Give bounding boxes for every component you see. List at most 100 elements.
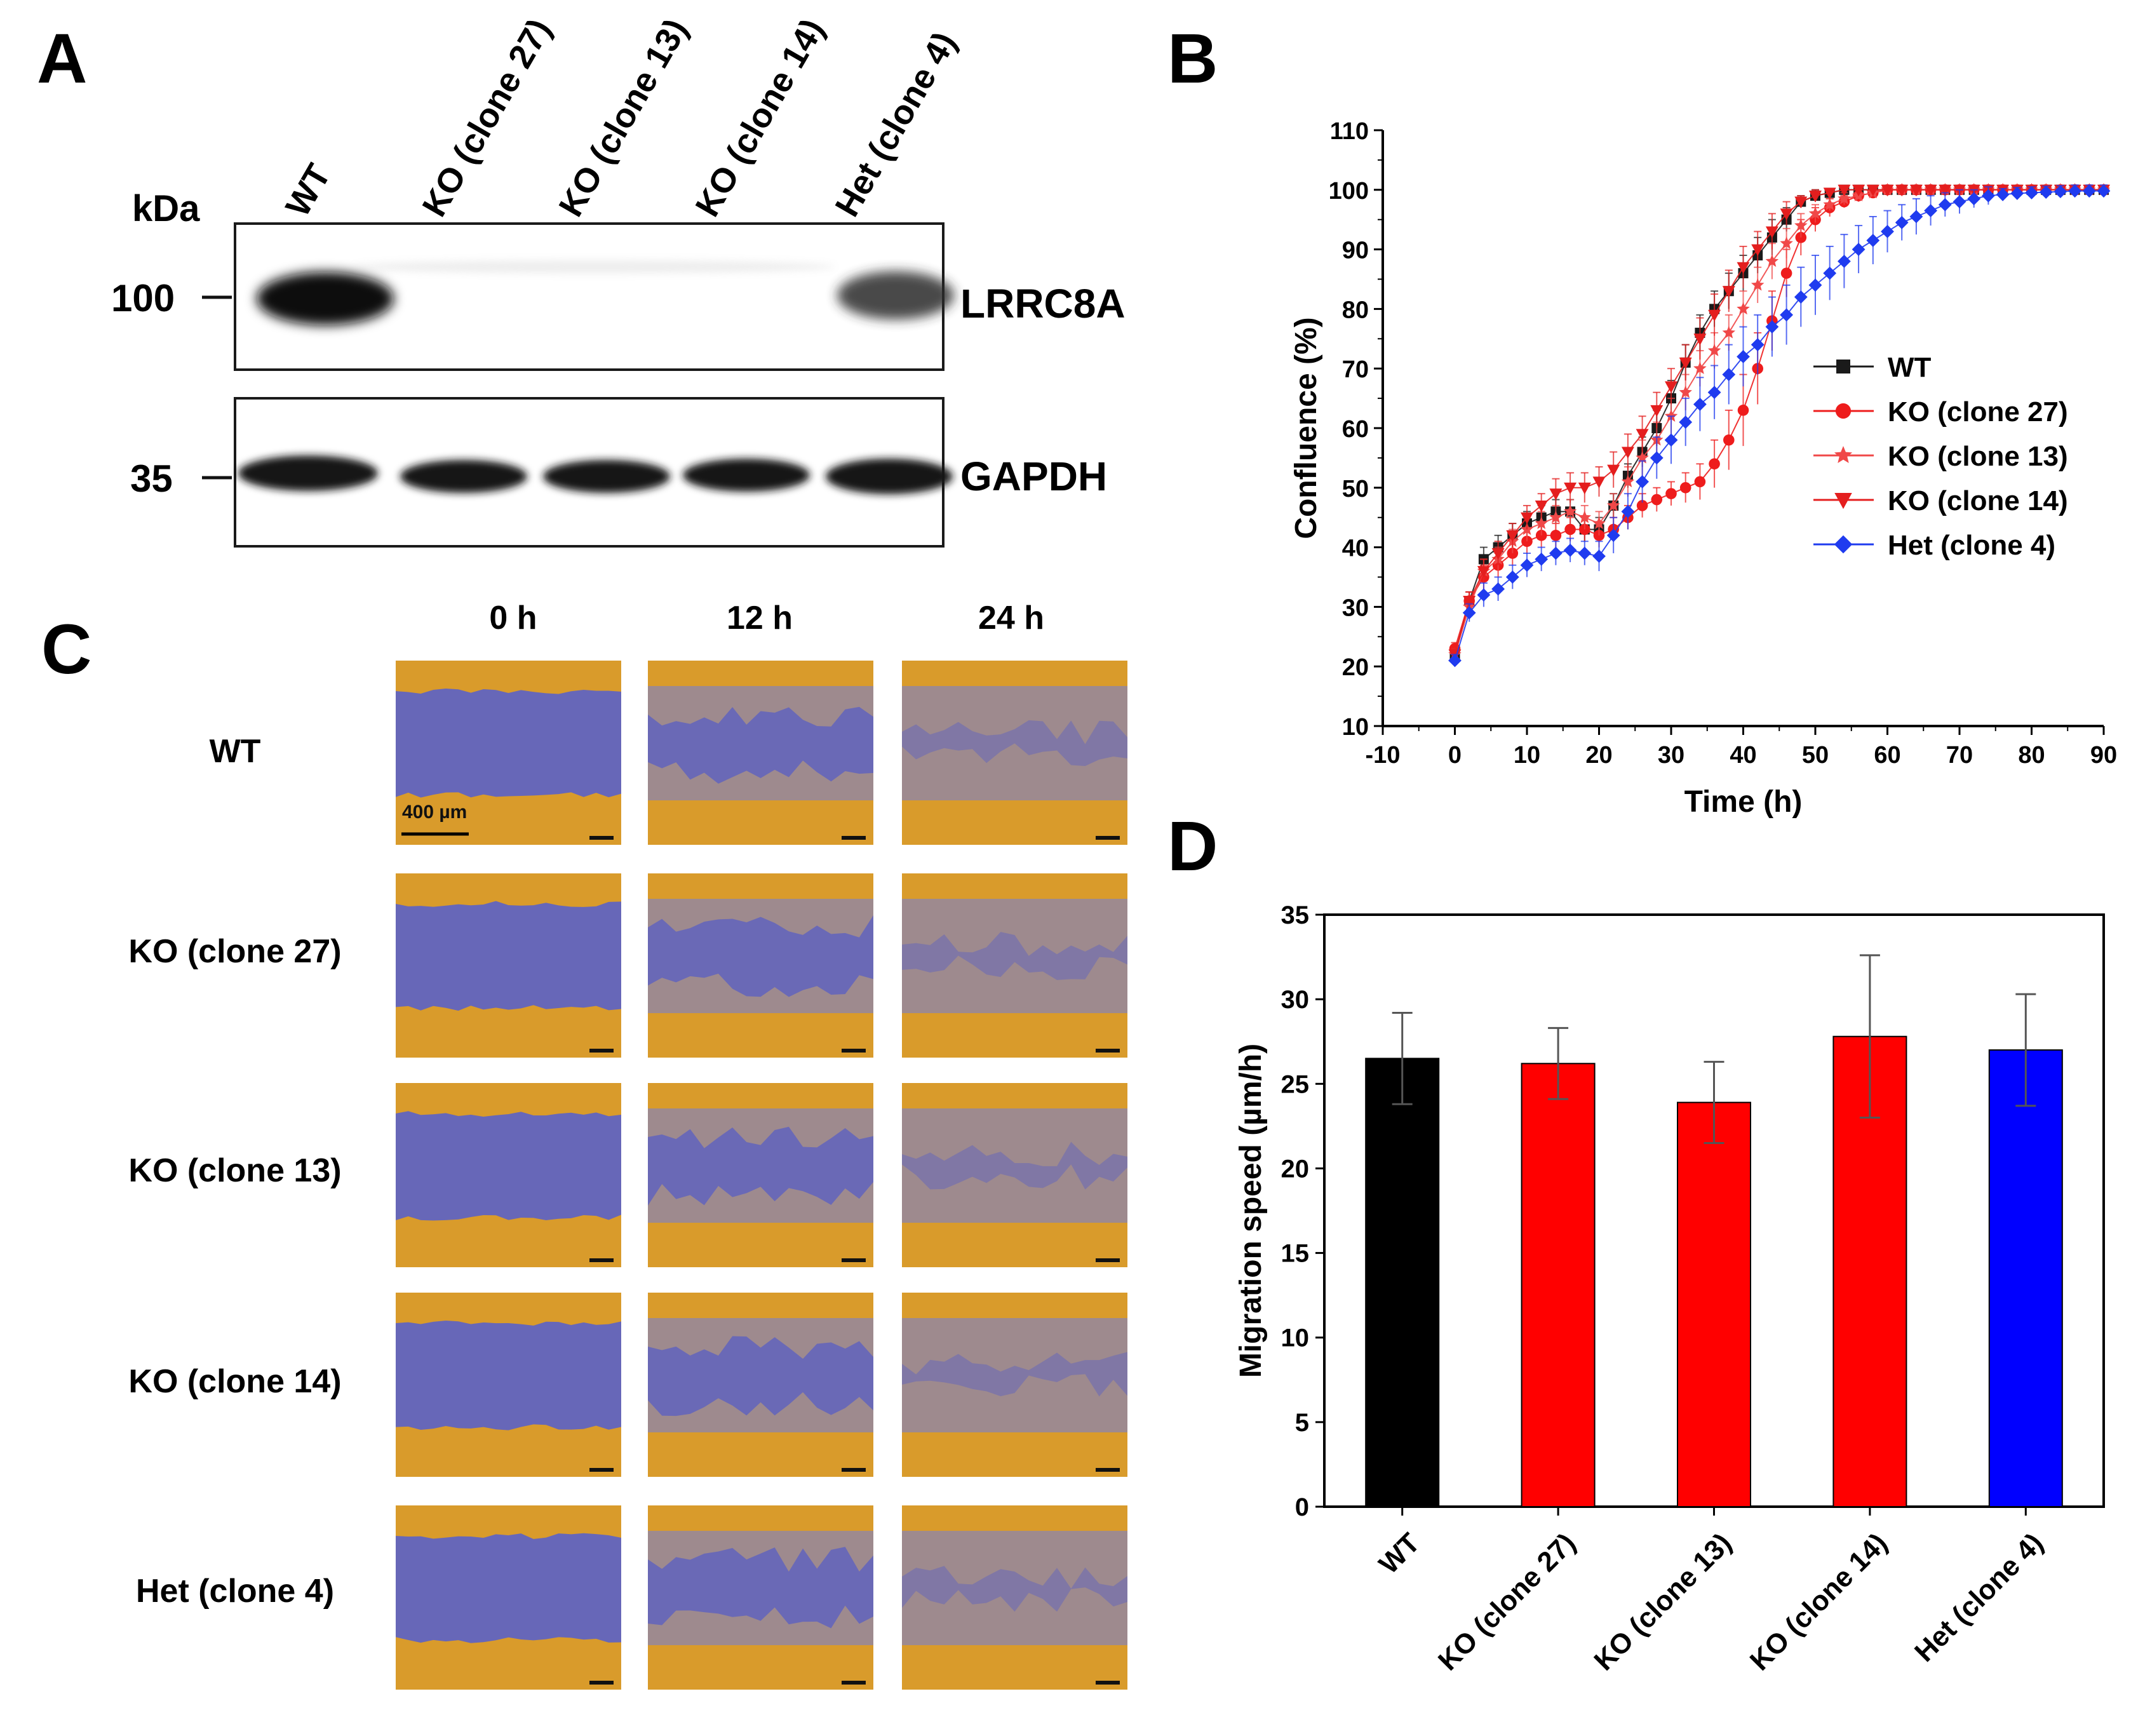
y-tick-label: 35 [1281, 901, 1310, 929]
data-point [2025, 186, 2038, 199]
wound-image-wt-12-h [648, 661, 873, 845]
data-point [1679, 385, 1692, 398]
time-label-0h: 0 h [489, 600, 537, 636]
y-tick-label: 100 [1329, 178, 1369, 205]
data-point [1866, 184, 1879, 197]
band-gapdh-ko-13 [543, 460, 670, 493]
data-point [1564, 482, 1577, 495]
data-point [1520, 558, 1534, 572]
panel-letter-a: A [37, 20, 87, 98]
row-labels: WT KO (clone 27) KO (clone 13) KO (clone… [128, 733, 341, 1610]
panel-letter-c: C [41, 610, 91, 689]
mini-scale-bar [842, 1468, 866, 1472]
data-point [1808, 278, 1822, 292]
data-point [1823, 266, 1837, 280]
wound-image-ko-clone-13-0-h [396, 1083, 621, 1267]
y-tick-label: 70 [1342, 356, 1369, 383]
legend-label: WT [1888, 352, 1932, 383]
data-point [1838, 254, 1851, 268]
data-point [1679, 415, 1693, 429]
wound-gap [396, 901, 621, 1011]
data-point [1693, 361, 1707, 374]
data-point [1794, 290, 1808, 304]
data-point [1578, 510, 1592, 523]
data-point [2010, 187, 2024, 200]
data-point [1795, 232, 1807, 243]
wound-gap [648, 915, 873, 997]
data-point [2082, 184, 2096, 198]
legend-item-ko-clone-14: KO (clone 14) [1813, 485, 2068, 516]
data-point [1563, 543, 1577, 557]
data-point [1549, 510, 1563, 523]
data-point [1794, 219, 1808, 231]
legend-item-ko-clone-13: KO (clone 13) [1813, 441, 2068, 472]
wound-image-ko-clone-27-12-h [648, 873, 873, 1058]
wound-gap [396, 689, 621, 798]
data-point [1650, 405, 1664, 417]
wound-gap [396, 1533, 621, 1643]
band-lrrc8a-het-4 [837, 271, 954, 320]
bar [1365, 1058, 1440, 1508]
panel-letter-b: B [1167, 20, 1218, 98]
x-tick-label: 80 [2018, 742, 2045, 769]
legend-label: KO (clone 27) [1888, 396, 2068, 427]
data-point [1838, 192, 1851, 205]
lane-label-ko-13: KO (clone 13) [551, 13, 695, 223]
x-tick-label: 60 [1874, 742, 1900, 769]
data-point [1808, 206, 1822, 220]
data-point [1651, 494, 1663, 506]
x-tick-label: 20 [1585, 742, 1612, 769]
wound-image-het-clone-4-24-h [902, 1505, 1127, 1690]
wound-gap [902, 1141, 1127, 1190]
data-point [1592, 516, 1606, 529]
lrrc8a-bands [257, 260, 954, 325]
data-point [1794, 196, 1808, 208]
band-gapdh-het-4 [826, 459, 953, 494]
data-point [1895, 215, 1909, 229]
data-point [1578, 546, 1592, 560]
data-point [1823, 198, 1836, 210]
mini-scale-bar [589, 836, 614, 840]
data-point [1636, 500, 1648, 511]
wound-gap [648, 1126, 873, 1206]
scale-bar: 400 µm [401, 802, 469, 836]
data-point [1751, 278, 1765, 291]
mini-scale-bar [1096, 1049, 1120, 1053]
data-point [1521, 512, 1533, 525]
data-point [1780, 208, 1793, 220]
row-label-ko-27: KO (clone 27) [128, 933, 341, 970]
data-point [1650, 451, 1664, 465]
row-label-het-4: Het (clone 4) [136, 1573, 334, 1610]
lane-label-ko-27: KO (clone 27) [415, 13, 558, 223]
row-label-ko-14: KO (clone 14) [128, 1363, 341, 1400]
data-point [1765, 254, 1779, 267]
x-tick-label: 90 [2090, 742, 2117, 769]
x-axis-title: Time (h) [1684, 785, 1803, 819]
data-point [1563, 504, 1577, 518]
data-point [1737, 262, 1750, 274]
data-point [1535, 500, 1548, 513]
wound-image-ko-clone-13-12-h [648, 1083, 873, 1267]
mini-scale-bar [1096, 1468, 1120, 1472]
data-point [1852, 243, 1865, 256]
data-point [2097, 184, 2111, 198]
mini-scale-bar [1096, 1681, 1120, 1685]
panel-a: A WT KO (clone 27) KO (clone 13) KO (clo… [37, 13, 1126, 548]
y-tick-label: 15 [1281, 1240, 1310, 1268]
y-tick-label: 90 [1342, 238, 1369, 264]
wound-gap [648, 1336, 873, 1416]
data-point [1866, 234, 1880, 247]
data-point [1463, 596, 1476, 608]
time-labels: 0 h 12 h 24 h [489, 600, 1044, 636]
mini-scale-bar [589, 1049, 614, 1053]
confluence-chart: 10 20 30 40 50 60 70 80 90 100 110 -10 0 10 20 30 40 50 60… [1289, 118, 2117, 819]
mini-scale-bar [842, 1681, 866, 1685]
data-point [1722, 286, 1735, 298]
wound-gap [902, 1566, 1127, 1612]
x-tick-label: 0 [1448, 742, 1462, 769]
data-point [1881, 184, 1894, 197]
data-point [1549, 488, 1563, 501]
band-gapdh-ko-14 [683, 459, 810, 492]
mini-scale-bar [589, 1258, 614, 1262]
